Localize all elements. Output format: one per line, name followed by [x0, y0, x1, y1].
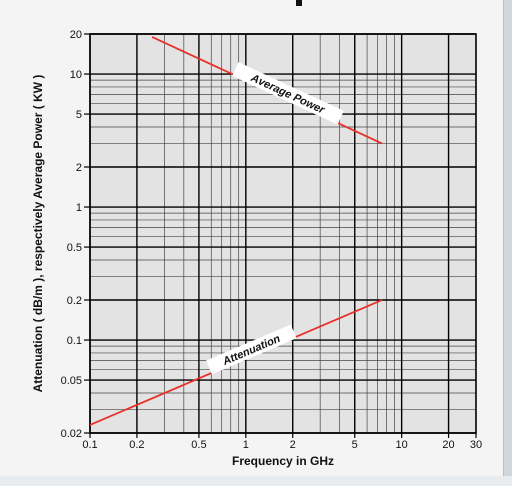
top-mark [296, 0, 302, 6]
x-axis-label: Frequency in GHz [232, 454, 334, 468]
plot-border [89, 33, 477, 434]
x-tick-label: 20 [442, 439, 454, 451]
y-tick-label: 0.2 [67, 295, 82, 307]
top-strip [0, 0, 512, 14]
x-tick-labels: 0.1 0.2 0.5 1 2 5 10 20 30 [82, 433, 482, 451]
plot-area [90, 34, 476, 433]
x-tick-label: 5 [352, 439, 358, 451]
bottom-bar [0, 476, 512, 486]
annotation-background [206, 324, 297, 375]
annotation-background [232, 62, 344, 125]
y-tick-label: 2 [76, 162, 82, 174]
y-tick-label: 1 [76, 202, 82, 214]
scrollbar-track[interactable] [503, 0, 512, 486]
y-tick-label: 5 [76, 109, 82, 121]
x-tick-label: 10 [396, 439, 408, 451]
y-tick-label: 0.1 [67, 335, 82, 347]
y-tick-label: 0.05 [61, 375, 82, 387]
y-tick-label: 10 [70, 69, 82, 81]
y-tick-label: 0.02 [61, 428, 82, 440]
y-tick-labels: 20 10 5 2 1 0.5 0.2 0.1 0.05 0.02 [61, 29, 90, 440]
x-tick-label: 0.5 [191, 439, 206, 451]
x-tick-label: 30 [470, 439, 482, 451]
y-tick-label: 20 [70, 29, 82, 41]
y-tick-label: 0.5 [67, 242, 82, 254]
x-tick-label: 0.2 [129, 439, 144, 451]
y-axis-label: Attenuation ( dB/m ), respectively Avera… [31, 75, 45, 393]
x-tick-label: 0.1 [82, 439, 97, 451]
x-tick-label: 1 [243, 439, 249, 451]
x-tick-label: 2 [290, 439, 296, 451]
